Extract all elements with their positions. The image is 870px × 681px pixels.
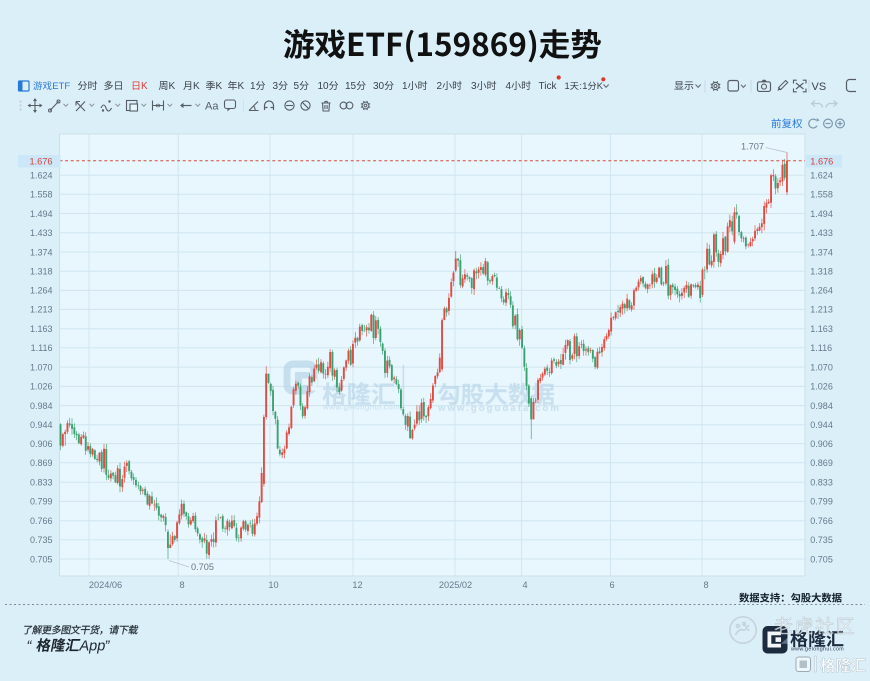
svg-text:1: 1 [565, 81, 570, 91]
svg-text:Tick: Tick [539, 81, 558, 92]
svg-text:0.705: 0.705 [191, 562, 214, 572]
svg-text:0.984: 0.984 [810, 401, 833, 411]
svg-text:2: 2 [437, 81, 443, 92]
svg-text:4: 4 [522, 580, 527, 590]
svg-text:1.026: 1.026 [810, 382, 833, 392]
svg-text:K: K [216, 81, 223, 92]
svg-text:1.318: 1.318 [30, 266, 53, 276]
svg-text:2024/06: 2024/06 [89, 580, 122, 590]
svg-text:0.906: 0.906 [30, 439, 53, 449]
svg-text:K: K [597, 81, 604, 91]
svg-text:1.494: 1.494 [810, 209, 833, 219]
svg-text:1.116: 1.116 [31, 343, 53, 353]
svg-text:0.984: 0.984 [30, 401, 53, 411]
svg-text:5: 5 [294, 81, 300, 92]
svg-text:0.766: 0.766 [30, 516, 53, 526]
svg-text:1.433: 1.433 [30, 228, 53, 238]
svg-text:0.735: 0.735 [30, 535, 53, 545]
svg-text:1.264: 1.264 [810, 286, 833, 296]
svg-text:www.gelonghui.com: www.gelonghui.com [322, 403, 400, 412]
svg-text:1.116: 1.116 [810, 343, 832, 353]
svg-text:K: K [193, 81, 200, 92]
svg-text:1.676: 1.676 [810, 157, 833, 167]
svg-text:1.163: 1.163 [810, 324, 833, 334]
svg-text:“: “ [27, 639, 33, 655]
svg-text:1.374: 1.374 [810, 247, 833, 257]
svg-text:1.070: 1.070 [810, 362, 833, 372]
svg-text:0.799: 0.799 [30, 497, 53, 507]
svg-text:1.026: 1.026 [30, 382, 53, 392]
svg-text:30: 30 [373, 81, 385, 92]
svg-text:www.gogudata.com: www.gogudata.com [437, 403, 561, 414]
svg-text:4: 4 [506, 81, 512, 92]
svg-text:8: 8 [179, 580, 184, 590]
svg-text:1.374: 1.374 [30, 247, 53, 257]
svg-text:0.705: 0.705 [810, 554, 833, 564]
svg-text:1.624: 1.624 [30, 170, 53, 180]
svg-text:K: K [169, 81, 176, 92]
svg-text:K: K [238, 81, 245, 92]
svg-text:1.070: 1.070 [30, 362, 53, 372]
svg-text:0.735: 0.735 [810, 535, 833, 545]
svg-text:1: 1 [582, 81, 587, 91]
svg-text:2025/02: 2025/02 [439, 580, 472, 590]
svg-text:6: 6 [609, 580, 614, 590]
svg-text:1.494: 1.494 [30, 209, 53, 219]
svg-text:0.766: 0.766 [810, 516, 833, 526]
svg-text:1.707: 1.707 [741, 142, 764, 152]
svg-text:1.318: 1.318 [810, 266, 833, 276]
svg-text:1.624: 1.624 [810, 170, 833, 180]
svg-text:0.906: 0.906 [810, 439, 833, 449]
svg-text:10: 10 [318, 81, 330, 92]
svg-text:3: 3 [471, 81, 477, 92]
svg-text:0.869: 0.869 [30, 458, 53, 468]
svg-text:www.gelonghui.com: www.gelonghui.com [791, 647, 844, 653]
svg-text:10: 10 [268, 580, 278, 590]
svg-text:1.264: 1.264 [30, 286, 53, 296]
svg-text:0.833: 0.833 [810, 478, 833, 488]
svg-text:1.163: 1.163 [30, 324, 53, 334]
svg-text:VS: VS [812, 81, 827, 93]
svg-text:K: K [141, 81, 148, 92]
svg-text:0.944: 0.944 [810, 420, 833, 430]
svg-text:0.705: 0.705 [30, 554, 53, 564]
svg-text:15: 15 [345, 81, 357, 92]
svg-text:1.558: 1.558 [810, 190, 833, 200]
svg-text:ETF: ETF [52, 81, 70, 92]
svg-text:”: ” [105, 639, 111, 655]
svg-text:8: 8 [703, 580, 708, 590]
svg-text:1: 1 [250, 81, 256, 92]
svg-text:Aa: Aa [205, 101, 219, 113]
svg-text:3: 3 [273, 81, 279, 92]
svg-text:1.213: 1.213 [30, 305, 53, 315]
svg-text:1.558: 1.558 [30, 190, 53, 200]
svg-text:1.676: 1.676 [30, 157, 53, 167]
svg-text:1.433: 1.433 [810, 228, 833, 238]
svg-text:1.213: 1.213 [810, 305, 833, 315]
svg-text:0.833: 0.833 [30, 478, 53, 488]
svg-text:App: App [79, 639, 106, 655]
svg-text::: : [579, 81, 582, 91]
svg-text:1: 1 [402, 81, 408, 92]
svg-text:0.944: 0.944 [30, 420, 53, 430]
svg-text:0.799: 0.799 [810, 497, 833, 507]
svg-text:0.869: 0.869 [810, 458, 833, 468]
svg-text:12: 12 [352, 580, 362, 590]
